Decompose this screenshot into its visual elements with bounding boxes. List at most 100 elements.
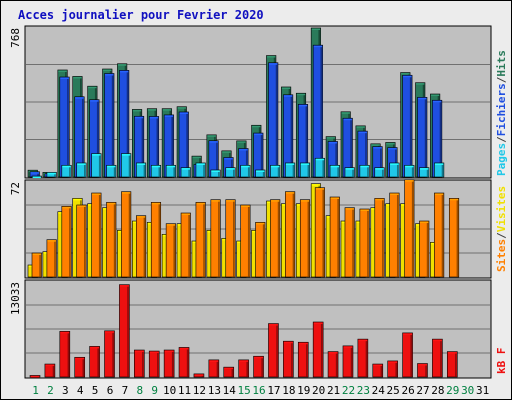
bar-files-17 (268, 62, 279, 178)
bar-sites-20-face (314, 187, 325, 278)
bar-files-22-top (343, 118, 352, 121)
bar-files-18-top (283, 95, 293, 97)
bar-sites-20 (314, 187, 325, 278)
bar-sites-5-side (98, 193, 101, 277)
bar-kb-9 (148, 350, 160, 378)
bar-sites-28-top (434, 193, 444, 195)
bars (27, 27, 460, 378)
bar-sites-11-side (188, 213, 190, 277)
bar-sites-7-face (121, 191, 132, 278)
bar-pages-22-face (344, 167, 355, 178)
bar-pages-22 (344, 167, 355, 178)
bar-files-20-top (313, 45, 323, 48)
bar-pages-9-side (158, 165, 161, 177)
bar-kb-5 (89, 346, 100, 378)
legend-top-item-0: Pages (495, 143, 508, 176)
bar-pages-20-face (314, 157, 325, 178)
x-tick-14: 14 (223, 384, 237, 397)
bar-hits-26-top (401, 73, 410, 75)
bar-kb-22-face (342, 345, 354, 378)
bar-kb-15 (238, 359, 249, 378)
bar-sites-4 (76, 204, 87, 278)
bar-kb-8-side (142, 350, 144, 377)
bar-files-7-top (120, 70, 129, 73)
legend-top-item-4: Hits (495, 50, 508, 77)
bar-files-4-top (75, 97, 84, 99)
bar-pages-9-top (151, 165, 161, 168)
bar-kb-19-top (298, 342, 308, 345)
bar-sites-26-side (411, 180, 414, 277)
bar-kb-2-top (45, 364, 55, 367)
y-max-label-visits-sites: 72 (9, 182, 22, 195)
bar-sites-12-face (195, 202, 206, 278)
bar-pages-2-top (47, 172, 56, 175)
bar-pages-12 (195, 162, 206, 178)
bar-sites-28 (434, 192, 445, 278)
bar-kb-14 (223, 366, 235, 378)
bar-sites-19-side (307, 200, 310, 277)
bar-pages-6-face (106, 164, 117, 178)
bar-pages-2-side (54, 172, 56, 177)
bar-sites-4-side (84, 205, 86, 277)
bar-kb-9-side (157, 351, 159, 377)
x-tick-17: 17 (267, 384, 280, 397)
bar-sites-2-side (54, 240, 56, 277)
bar-sites-24-top (375, 198, 384, 201)
bar-pages-28-top (434, 163, 444, 165)
bar-files-19-side (305, 104, 308, 177)
bar-pages-13 (210, 169, 221, 178)
bar-sites-23-top (360, 209, 369, 211)
bar-pages-14-top (226, 168, 235, 170)
bar-sites-6-face (106, 202, 117, 278)
bar-files-23-top (358, 131, 367, 134)
bar-kb-20 (312, 321, 324, 378)
bar-kb-3-side (67, 331, 70, 377)
bar-sites-17 (270, 199, 281, 278)
bar-sites-2 (46, 239, 57, 278)
bar-kb-29-side (455, 352, 457, 377)
bar-sites-13 (210, 199, 221, 278)
bar-pages-5-face (91, 153, 102, 178)
bar-kb-22 (342, 345, 354, 378)
bar-kb-4-top (75, 357, 85, 360)
bar-sites-10 (165, 223, 176, 278)
bar-pages-17-side (277, 165, 280, 177)
bar-sites-19-top (300, 200, 310, 202)
legend-top-item-3: / (495, 76, 508, 83)
bar-files-22-side (350, 118, 352, 177)
bar-kb-26-side (410, 333, 412, 377)
bar-sites-21-face (329, 196, 340, 278)
legend-middle: Sites/Visites (495, 186, 508, 272)
x-tick-2: 2 (47, 384, 54, 397)
bar-files-3 (59, 76, 70, 178)
bar-files-27-side (424, 97, 427, 177)
bar-kb-18 (283, 340, 294, 378)
bar-files-28-top (432, 100, 442, 103)
bar-pages-4 (76, 162, 87, 178)
bar-pages-4-top (77, 163, 86, 165)
bar-pages-5 (91, 153, 102, 178)
bar-pages-21 (329, 164, 340, 178)
bar-pages-26-face (404, 164, 415, 178)
bar-kb-16 (253, 355, 264, 378)
bar-files-3-top (60, 77, 69, 79)
bar-sites-18-face (285, 191, 296, 278)
bar-sites-8 (136, 215, 147, 278)
bar-pages-13-top (211, 170, 220, 172)
bar-files-21-side (335, 142, 337, 177)
x-tick-10: 10 (163, 384, 176, 397)
bar-pages-5-top (92, 154, 101, 156)
bar-sites-5-top (92, 193, 101, 195)
bar-sites-25 (389, 192, 400, 278)
bar-kb-6-face (104, 330, 115, 378)
legend-top-item-1: / (495, 136, 508, 143)
legend-top-item-2: Fichiers (495, 83, 508, 136)
x-tick-8: 8 (137, 384, 144, 397)
bar-pages-24 (374, 167, 385, 178)
bar-pages-27-side (426, 168, 429, 177)
bar-kb-8-top (134, 350, 144, 353)
chart-title: Acces journalier pour Fevrier 2020 (18, 8, 264, 22)
x-tick-27: 27 (416, 384, 429, 397)
bar-kb-5-face (89, 346, 100, 378)
